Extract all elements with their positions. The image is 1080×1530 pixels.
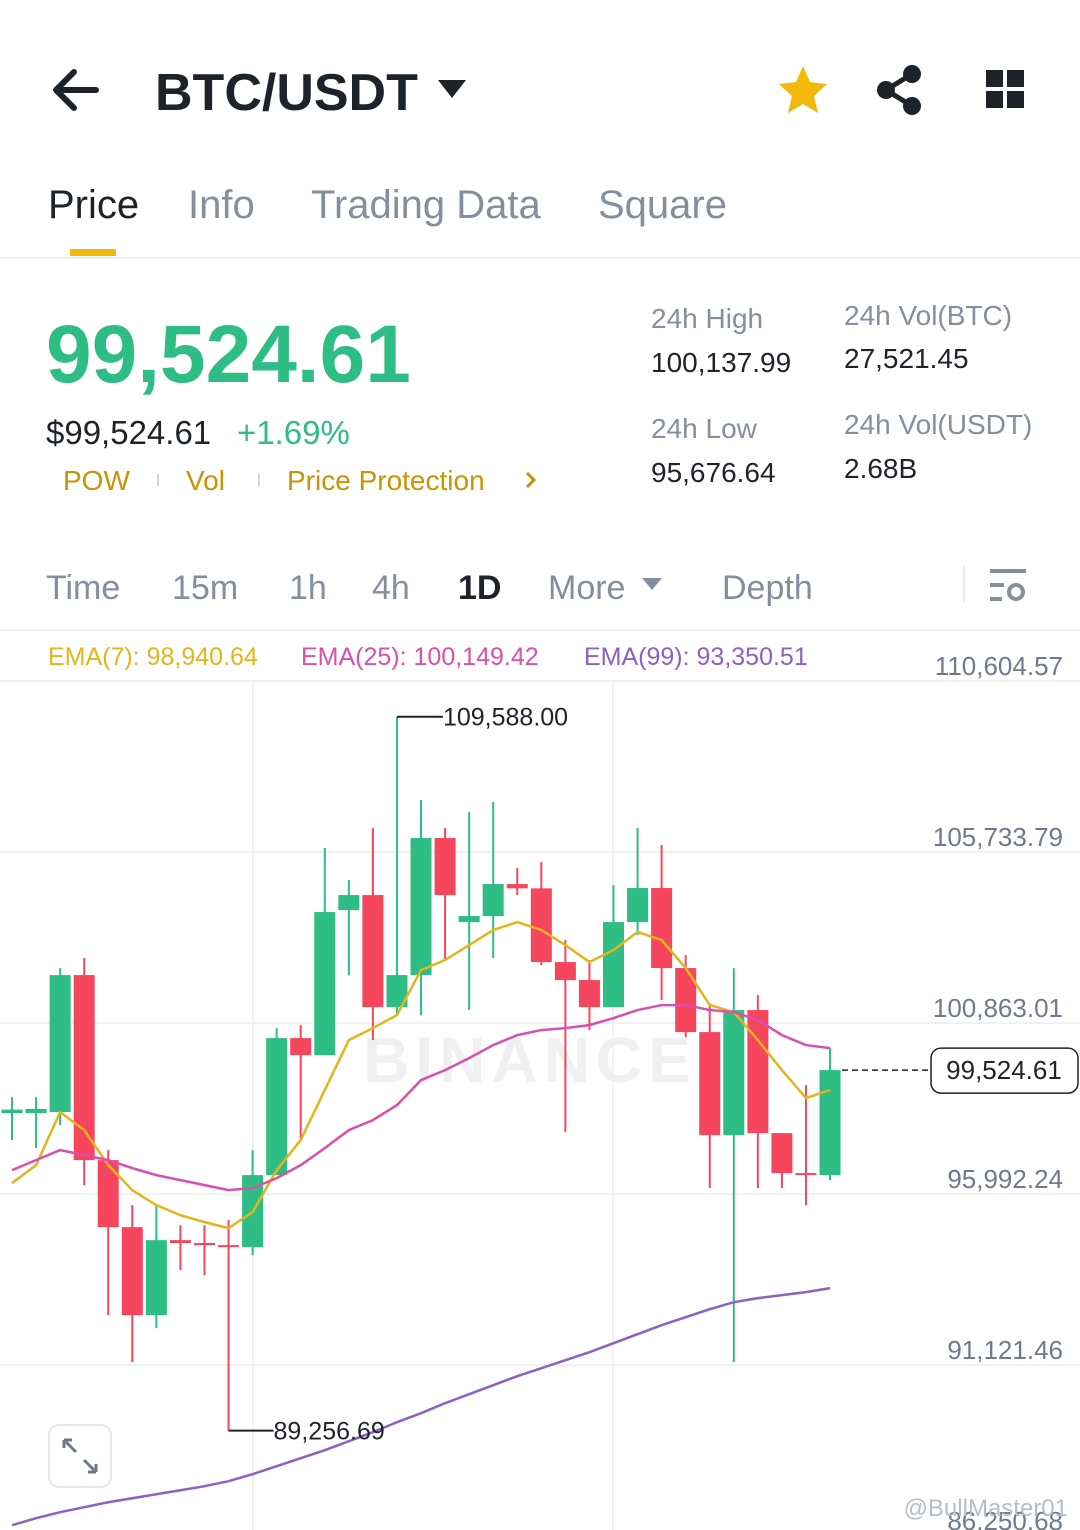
last-price-label: 99,524.61 xyxy=(946,1055,1062,1085)
tab-indicator xyxy=(70,249,116,256)
candle-body xyxy=(771,1133,793,1174)
interval[interactable]: Time xyxy=(46,569,120,607)
candle-body xyxy=(1,1109,23,1114)
watermark: BINANCE xyxy=(363,1024,697,1096)
interval[interactable]: 1D xyxy=(458,569,501,607)
legend-entry: EMA(25): 100,149.42 xyxy=(301,643,539,671)
stat-value: 100,137.99 xyxy=(651,347,791,378)
candle-body xyxy=(723,1010,745,1136)
candle-body xyxy=(458,916,480,923)
candle-body xyxy=(675,968,697,1033)
low-label: 89,256.69 xyxy=(274,1418,385,1446)
last-price: 99,524.61 xyxy=(46,309,411,400)
stat-label: 24h Vol(BTC) xyxy=(844,300,1012,331)
candle-body xyxy=(73,975,95,1161)
divider xyxy=(0,257,1080,259)
candle-body xyxy=(795,1173,817,1176)
pair-title[interactable]: BTC/USDT xyxy=(155,64,418,122)
candle-body xyxy=(651,888,673,969)
stat-label: 24h Vol(USDT) xyxy=(844,409,1032,440)
stat-label: 24h High xyxy=(651,303,763,334)
last-price-box xyxy=(930,1047,1079,1094)
candle-body xyxy=(49,975,71,1113)
candle-body xyxy=(121,1227,143,1316)
interval[interactable]: 15m xyxy=(172,569,238,607)
interval[interactable]: More xyxy=(548,569,625,607)
high-label: 109,588.00 xyxy=(443,704,568,732)
candle-body xyxy=(97,1160,119,1228)
candle-body xyxy=(169,1240,191,1244)
chevron xyxy=(525,471,537,489)
candle-body xyxy=(530,888,552,963)
tag[interactable]: Price Protection xyxy=(287,465,485,496)
candle-body xyxy=(386,975,408,1008)
ema-line xyxy=(11,1003,831,1192)
candle-body xyxy=(627,888,649,923)
back-button[interactable] xyxy=(53,69,99,111)
candle-body xyxy=(699,1032,721,1136)
candle-body xyxy=(145,1240,167,1316)
favorite-icon[interactable] xyxy=(779,66,827,113)
expand-button[interactable] xyxy=(48,1424,112,1488)
menu-icon[interactable] xyxy=(986,70,1024,108)
credit: @BullMaster01 xyxy=(904,1495,1068,1522)
stat-value: 2.68B xyxy=(844,453,917,484)
stat-value: 27,521.45 xyxy=(844,343,969,374)
y-tick-label: 91,121.46 xyxy=(947,1335,1063,1365)
legend-entry: EMA(7): 98,940.64 xyxy=(48,643,258,671)
candle-body xyxy=(314,912,336,1056)
interval[interactable]: 4h xyxy=(372,569,410,607)
y-tick-label: 105,733.79 xyxy=(933,822,1063,852)
candle-body xyxy=(338,895,360,911)
chart-settings-icon[interactable] xyxy=(990,569,1026,601)
candle-body xyxy=(603,922,624,1008)
share-icon[interactable] xyxy=(877,65,921,115)
usd-price: $99,524.61 xyxy=(46,414,211,451)
candle-body xyxy=(747,1010,769,1134)
tab[interactable]: Price xyxy=(48,183,139,227)
y-tick-label: 86,250.68 xyxy=(947,1506,1063,1530)
ema-line xyxy=(11,1286,831,1527)
legend-entry: EMA(99): 93,350.51 xyxy=(584,643,808,671)
more-caret[interactable] xyxy=(642,578,662,590)
candle-body xyxy=(193,1243,215,1246)
tab[interactable]: Square xyxy=(598,183,727,227)
pair-caret[interactable] xyxy=(438,80,466,98)
tab[interactable]: Info xyxy=(188,183,255,227)
interval[interactable]: 1h xyxy=(289,569,327,607)
divider xyxy=(0,629,1080,631)
candle-body xyxy=(482,884,504,917)
y-tick-label: 95,992.24 xyxy=(947,1164,1063,1194)
candle-body xyxy=(554,962,576,981)
tag-separator xyxy=(258,474,260,486)
candle-body xyxy=(266,1038,288,1176)
candle-body xyxy=(819,1070,841,1176)
candle-body xyxy=(578,980,600,1008)
y-tick-label: 110,604.57 xyxy=(935,651,1063,681)
stat-label: 24h Low xyxy=(651,413,758,444)
candle-body xyxy=(362,895,384,1008)
candle-body xyxy=(434,838,456,896)
stat-value: 95,676.64 xyxy=(651,457,776,488)
tag[interactable]: Vol xyxy=(186,465,225,496)
candle-body xyxy=(410,838,432,976)
tab[interactable]: Trading Data xyxy=(311,183,542,227)
divider xyxy=(963,566,965,602)
candle-body xyxy=(25,1108,47,1114)
candle-body xyxy=(506,884,528,889)
candle-body xyxy=(290,1038,312,1056)
ema-line xyxy=(11,920,831,1230)
interval[interactable]: Depth xyxy=(722,569,813,607)
candle-body xyxy=(218,1245,240,1248)
price-change: +1.69% xyxy=(237,414,350,451)
tag-separator xyxy=(157,474,159,486)
y-tick-label: 100,863.01 xyxy=(933,993,1063,1023)
tag[interactable]: POW xyxy=(63,465,130,496)
